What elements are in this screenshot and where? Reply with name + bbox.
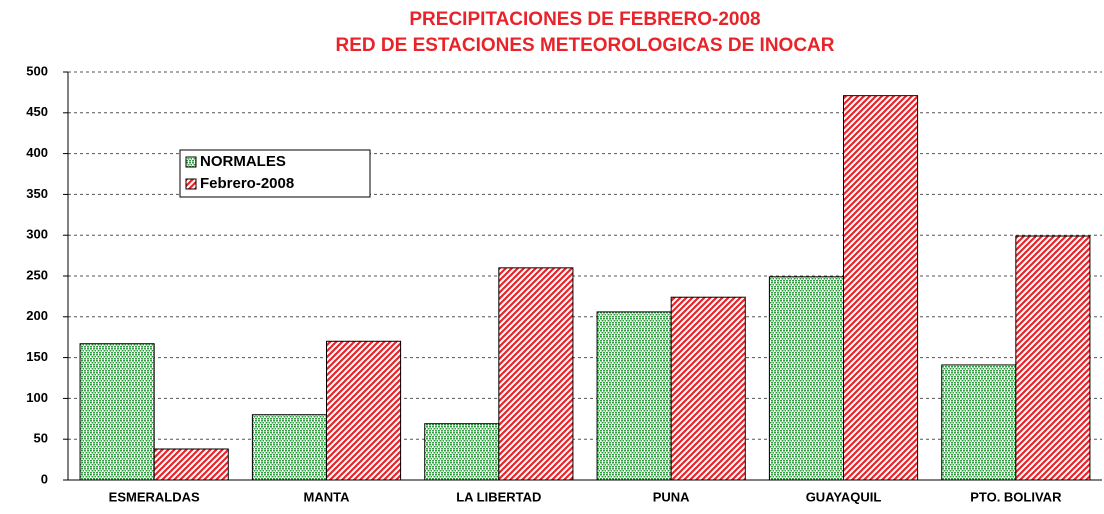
chart-title: PRECIPITACIONES DE FEBRERO-2008 (409, 9, 760, 30)
x-tick-label: MANTA (304, 489, 351, 504)
x-tick-label: LA LIBERTAD (456, 489, 541, 504)
legend-swatch (185, 178, 197, 190)
bar (768, 276, 844, 481)
y-tick-label: 250 (26, 267, 48, 282)
y-tick-label: 200 (26, 308, 48, 323)
bar (326, 340, 402, 481)
y-tick-label: 350 (26, 186, 48, 201)
bar (424, 423, 500, 481)
bar (251, 414, 327, 481)
legend-box (179, 149, 371, 198)
x-tick-label: ESMERALDAS (109, 489, 200, 504)
bar (79, 343, 155, 481)
legend-label: NORMALES (200, 153, 286, 170)
chart-subtitle: RED DE ESTACIONES METEOROLOGICAS DE INOC… (336, 35, 835, 56)
x-tick-label: PUNA (653, 489, 690, 504)
y-tick-label: 450 (26, 104, 48, 119)
y-tick-label: 400 (26, 145, 48, 160)
y-tick-label: 50 (34, 431, 48, 446)
bar (596, 311, 672, 481)
x-tick-label: GUAYAQUIL (806, 489, 882, 504)
y-tick-label: 300 (26, 227, 48, 242)
y-tick-label: 150 (26, 349, 48, 364)
y-tick-label: 0 (41, 471, 48, 486)
bar (153, 448, 229, 481)
y-tick-label: 100 (26, 390, 48, 405)
legend-label: Febrero-2008 (200, 175, 294, 192)
legend-swatch (185, 156, 197, 168)
y-tick-label: 500 (26, 63, 48, 78)
bar (1015, 235, 1091, 481)
bar (670, 296, 746, 481)
x-tick-label: PTO. BOLIVAR (970, 489, 1062, 504)
bar (498, 267, 574, 481)
bar (941, 364, 1017, 481)
bar (843, 95, 919, 481)
